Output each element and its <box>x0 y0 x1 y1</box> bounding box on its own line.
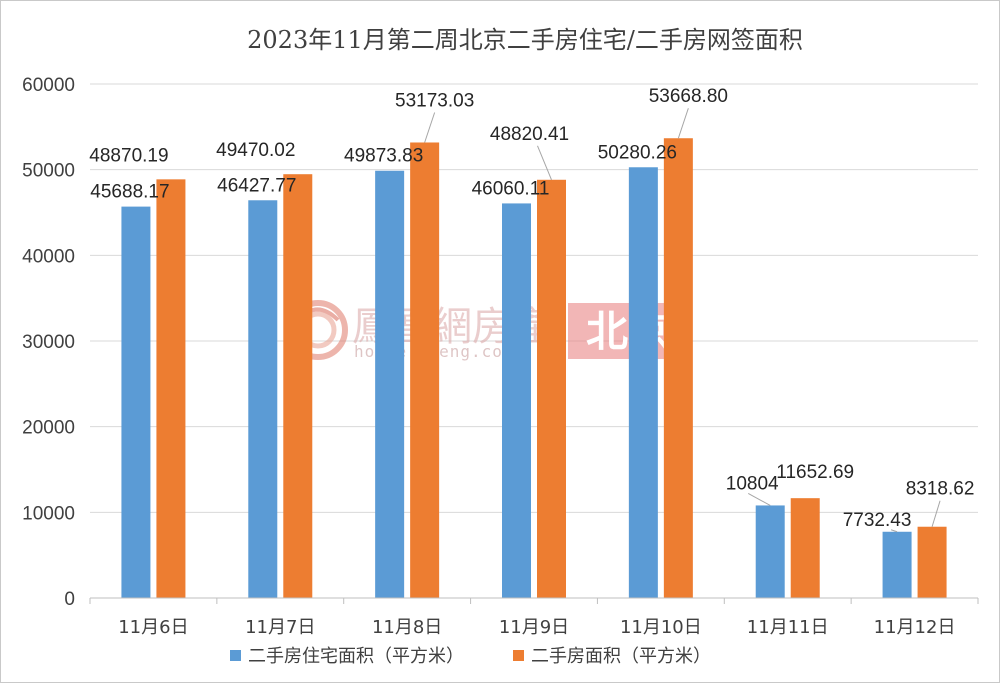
data-label-total: 53668.80 <box>649 86 728 107</box>
legend-label-total: 二手房面积（平方米） <box>531 646 711 667</box>
data-label-leader <box>890 529 898 533</box>
data-label-residential: 46427.77 <box>217 175 296 196</box>
x-tick-label: 11月7日 <box>245 617 315 638</box>
bar-residential <box>755 505 785 598</box>
data-label-leader <box>931 500 941 527</box>
legend-swatch-residential <box>230 650 241 661</box>
bar-total <box>917 526 947 598</box>
x-tick-label: 11月12日 <box>874 617 956 638</box>
y-axis-ticks: 0 10000 20000 30000 40000 50000 60000 <box>22 75 75 610</box>
y-tick-label: 30000 <box>22 332 75 353</box>
bar-residential <box>248 200 278 598</box>
data-label-leader <box>747 493 771 506</box>
bar-total <box>790 498 820 598</box>
bar-residential <box>121 206 151 598</box>
x-tick-label: 11月9日 <box>499 617 569 638</box>
x-tick-label: 11月6日 <box>118 617 188 638</box>
legend-swatch-total <box>513 650 524 661</box>
x-tick-label: 11月11日 <box>747 617 829 638</box>
data-label-total: 48870.19 <box>89 145 168 166</box>
bar-residential <box>375 170 405 598</box>
data-label-total: 49470.02 <box>216 140 295 161</box>
bar-total <box>283 174 313 598</box>
bar-total <box>410 142 440 598</box>
bar-total <box>156 179 186 598</box>
data-label-residential: 45688.17 <box>90 182 169 203</box>
data-label-residential: 49873.83 <box>344 146 423 167</box>
y-tick-label: 0 <box>64 589 75 610</box>
y-tick-label: 40000 <box>22 246 75 267</box>
data-label-total: 53173.03 <box>395 90 474 111</box>
data-label-residential: 10804 <box>726 473 779 494</box>
bar-residential <box>628 167 658 598</box>
data-label-residential: 46060.11 <box>472 178 550 199</box>
bar-total <box>537 179 566 598</box>
data-label-residential: 7732.43 <box>843 510 912 531</box>
data-label-leader <box>537 145 552 180</box>
x-tick-label: 11月8日 <box>372 617 442 638</box>
data-label-leader <box>424 112 436 143</box>
legend: 二手房住宅面积（平方米） 二手房面积（平方米） <box>230 646 711 667</box>
y-tick-label: 50000 <box>22 161 75 182</box>
data-labels: 45688.17 46427.77 49873.83 46060.11 50280.26… <box>89 86 975 533</box>
legend-label-residential: 二手房住宅面积（平方米） <box>248 646 464 667</box>
gridlines <box>90 83 978 513</box>
data-label-residential: 50280.26 <box>598 142 677 163</box>
chart-title: 2023年11月第二周北京二手房住宅/二手房网签面积 <box>247 26 803 54</box>
x-axis: 11月6日 11月7日 11月8日 11月9日 11月10日 11月11日 11月12日 <box>89 597 979 638</box>
data-label-total: 11652.69 <box>776 462 854 483</box>
watermark: 鳳凰網房產 house.ifeng.com 北京 <box>288 300 688 361</box>
x-tick-label: 11月10日 <box>620 617 702 638</box>
bar-residential <box>502 203 531 598</box>
bar-residential <box>882 531 912 598</box>
bar-total <box>663 138 693 598</box>
y-tick-label: 20000 <box>22 418 75 439</box>
data-label-total: 48820.41 <box>490 124 569 145</box>
y-tick-label: 10000 <box>22 503 75 524</box>
y-tick-label: 60000 <box>22 75 75 96</box>
bars <box>121 138 947 598</box>
data-label-leader <box>677 108 689 139</box>
data-label-total: 8318.62 <box>906 479 975 500</box>
